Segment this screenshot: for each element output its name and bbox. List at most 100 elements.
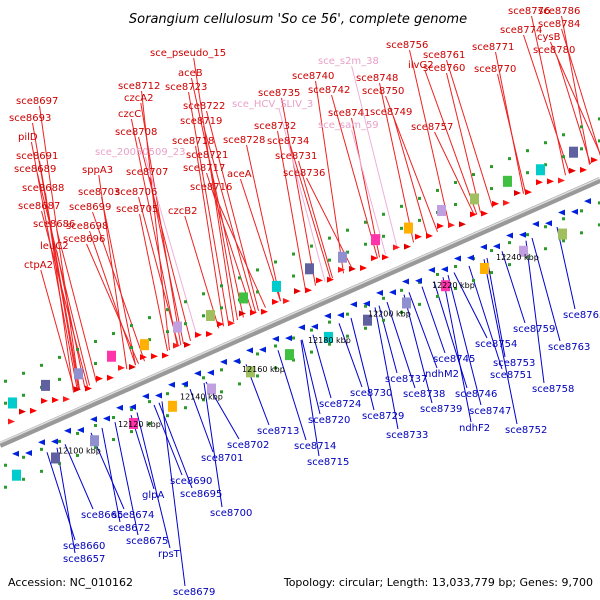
guide-dot	[40, 469, 43, 473]
forward-gene-label: sce8689	[14, 164, 56, 175]
forward-gene-label: sce8721	[186, 150, 228, 161]
forward-gene-label: sce8770	[474, 64, 516, 75]
forward-feature-box	[536, 164, 545, 176]
forward-gene-label: sce8718	[172, 136, 214, 147]
reverse-gene-arrow	[350, 301, 357, 308]
reverse-feature-box	[51, 452, 60, 464]
reverse-feature-box	[285, 349, 294, 361]
guide-dot	[490, 249, 493, 253]
guide-dot	[400, 204, 403, 208]
forward-gene-arrow	[129, 364, 136, 371]
forward-gene-label: sce8760	[423, 63, 465, 74]
guide-dot	[562, 155, 565, 159]
tick-label: 12100 kbp	[58, 446, 101, 455]
reverse-gene-arrow	[532, 221, 539, 228]
forward-gene-arrow	[85, 385, 92, 392]
forward-feature-box	[437, 204, 446, 216]
guide-dot	[220, 306, 223, 310]
forward-gene-arrow	[228, 320, 235, 327]
reverse-gene-label: sce8695	[180, 489, 222, 500]
reverse-connector	[447, 275, 482, 406]
tick-label: 12140 kbp	[180, 393, 223, 402]
forward-connector	[193, 57, 235, 322]
reverse-connector	[421, 286, 446, 354]
forward-feature-box	[338, 251, 347, 263]
guide-dot	[598, 223, 600, 227]
forward-gene-arrow	[404, 243, 411, 250]
reverse-gene-label: sce8739	[420, 404, 462, 415]
reverse-gene-arrow	[506, 232, 513, 239]
reverse-gene-label: ndhF2	[459, 423, 490, 434]
guide-dot	[76, 347, 79, 351]
reverse-feature-box	[324, 331, 333, 343]
forward-gene-arrow	[481, 210, 488, 217]
reverse-connector	[301, 339, 321, 415]
guide-dot	[166, 308, 169, 312]
forward-feature-box	[206, 310, 215, 322]
forward-gene-arrow	[140, 354, 147, 361]
reverse-connector	[403, 294, 433, 404]
forward-connector	[203, 125, 257, 313]
forward-feature-box	[8, 397, 17, 409]
reverse-gene-label: glpA	[142, 490, 164, 501]
forward-connector	[549, 41, 600, 155]
forward-gene-label: sce8686	[33, 219, 75, 230]
guide-dot	[4, 463, 7, 467]
guide-dot	[184, 406, 187, 410]
forward-gene-label: czcB2	[168, 206, 197, 217]
forward-gene-label: sce_pseudo_15	[150, 48, 226, 59]
forward-connector	[56, 250, 86, 388]
forward-gene-arrow	[162, 352, 169, 359]
guide-dot	[580, 231, 583, 235]
forward-gene-arrow	[415, 233, 422, 240]
forward-gene-arrow	[470, 211, 477, 218]
guide-dot	[544, 247, 547, 251]
forward-gene-label: sce8723	[165, 82, 207, 93]
guide-dot	[418, 196, 421, 200]
forward-gene-label: sce8693	[9, 113, 51, 124]
reverse-gene-label: sce8674	[112, 510, 154, 521]
forward-gene-label: sce_sam_59	[318, 120, 379, 131]
reverse-gene-label: sce8754	[475, 339, 517, 350]
reverse-gene-arrow	[337, 312, 344, 319]
guide-dot	[22, 371, 25, 375]
reverse-gene-arrow	[285, 335, 292, 342]
forward-connector	[195, 145, 225, 327]
forward-feature-box	[569, 146, 578, 158]
guide-dot	[202, 314, 205, 318]
reverse-feature-box	[363, 314, 372, 326]
forward-connector	[561, 28, 600, 157]
coordinate-ticks: 12100 kbp 12120 kbp 12140 kbp 12160 kbp 1218…	[58, 253, 539, 455]
forward-connector	[190, 77, 244, 318]
guide-dot	[328, 320, 331, 324]
forward-gene-label: sce8708	[115, 127, 157, 138]
reverse-gene-arrow	[233, 358, 240, 365]
guide-dot	[292, 274, 295, 278]
reverse-feature-box	[207, 383, 216, 395]
guide-dot	[454, 202, 457, 206]
reverse-connector	[483, 259, 518, 425]
reverse-connector	[56, 447, 76, 554]
guide-dot	[274, 366, 277, 370]
reverse-feature-box	[90, 435, 99, 447]
guide-dot	[346, 334, 349, 338]
forward-gene-label: sce8749	[370, 107, 412, 118]
guide-dot	[598, 139, 600, 143]
forward-gene-arrow	[261, 308, 268, 315]
guide-dot	[112, 416, 115, 420]
guide-dot	[400, 288, 403, 292]
reverse-gene-arrow	[441, 266, 448, 273]
label-connector-lines	[30, 15, 600, 587]
reverse-gene-label: sce8672	[108, 523, 150, 534]
reverse-gene-label: sce8690	[170, 476, 212, 487]
forward-gene-label: sce8771	[472, 42, 514, 53]
guide-dot	[490, 165, 493, 169]
forward-feature-box	[74, 368, 83, 380]
guide-dot	[238, 382, 241, 386]
guide-dot	[148, 422, 151, 426]
guide-dot	[22, 455, 25, 459]
forward-connector	[37, 173, 91, 386]
forward-gene-label: sce8722	[183, 101, 225, 112]
forward-gene-label: sce8705	[116, 204, 158, 215]
forward-connector	[206, 110, 260, 311]
